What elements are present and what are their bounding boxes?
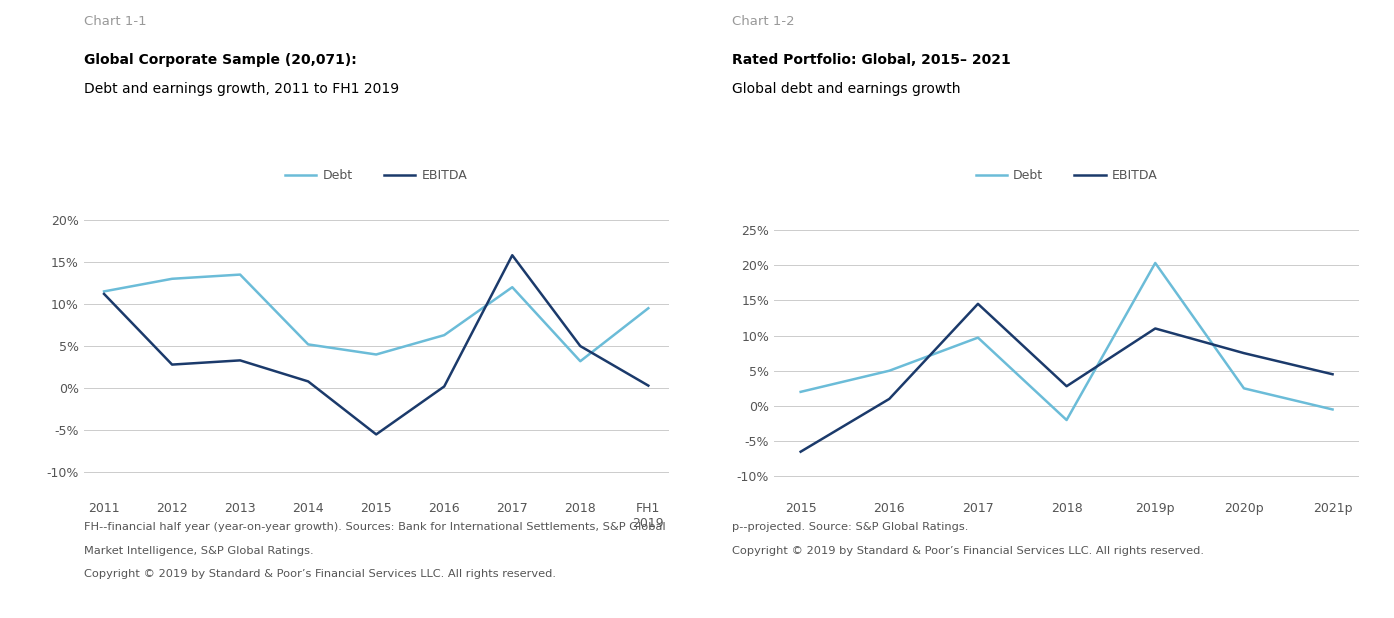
Text: p--projected. Source: S&P Global Ratings.: p--projected. Source: S&P Global Ratings… xyxy=(732,522,969,532)
Legend: Debt, EBITDA: Debt, EBITDA xyxy=(286,169,467,182)
Text: Copyright © 2019 by Standard & Poor’s Financial Services LLC. All rights reserve: Copyright © 2019 by Standard & Poor’s Fi… xyxy=(732,546,1204,556)
Text: Global Corporate Sample (20,071):: Global Corporate Sample (20,071): xyxy=(84,53,357,67)
Text: Rated Portfolio: Global, 2015– 2021: Rated Portfolio: Global, 2015– 2021 xyxy=(732,53,1011,67)
Text: Market Intelligence, S&P Global Ratings.: Market Intelligence, S&P Global Ratings. xyxy=(84,546,314,556)
Text: Chart 1-1: Chart 1-1 xyxy=(84,15,146,28)
Text: FH--financial half year (year-on-year growth). Sources: Bank for International S: FH--financial half year (year-on-year gr… xyxy=(84,522,665,532)
Text: Chart 1-2: Chart 1-2 xyxy=(732,15,795,28)
Text: Global debt and earnings growth: Global debt and earnings growth xyxy=(732,82,960,96)
Text: Debt and earnings growth, 2011 to FH1 2019: Debt and earnings growth, 2011 to FH1 20… xyxy=(84,82,399,96)
Text: Copyright © 2019 by Standard & Poor’s Financial Services LLC. All rights reserve: Copyright © 2019 by Standard & Poor’s Fi… xyxy=(84,569,556,579)
Legend: Debt, EBITDA: Debt, EBITDA xyxy=(976,169,1157,182)
